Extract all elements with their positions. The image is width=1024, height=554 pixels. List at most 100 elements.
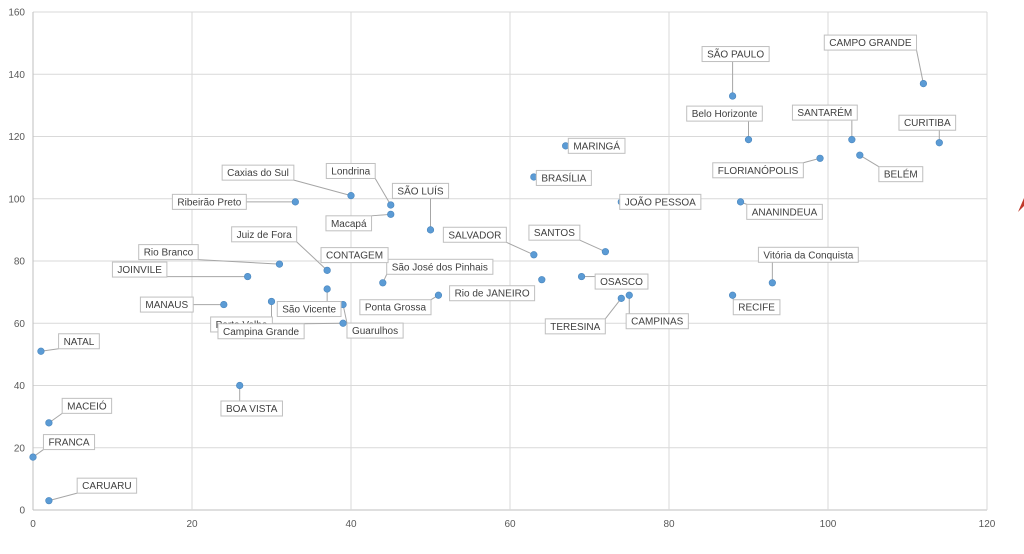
data-point [816,154,824,162]
data-point [339,319,347,327]
y-tick-label: 140 [8,70,25,81]
point-label-box [746,203,823,220]
point-label: Rio de JANEIRO [455,289,530,300]
y-tick-label: 100 [8,194,25,205]
point-label: São Vicente [282,305,336,316]
point-label-box [823,34,918,51]
point-label-box [449,285,536,302]
point-label: BRASÍLIA [541,171,586,184]
point-label: Juiz de Fora [237,230,292,241]
point-label: Belo Horizonte [692,109,758,120]
data-point [768,279,776,287]
point-label-box [528,224,581,241]
data-point [601,248,610,256]
x-tick-label: 40 [345,519,357,530]
data-point [379,279,387,287]
label-leader-line [579,239,606,253]
point-label-box [619,193,702,210]
y-tick-label: 120 [8,132,25,143]
point-label-box [757,246,859,263]
point-label-box [878,166,924,183]
point-label: SALVADOR [448,230,501,241]
point-label-box [325,215,373,232]
point-label: SÃO LUÍS [397,184,443,197]
point-label: CURITIBA [904,118,951,129]
point-label: MACEIÓ [67,399,107,412]
point-label: MANAUS [145,300,188,311]
data-point [45,497,53,505]
x-tick-label: 120 [979,519,996,530]
x-tick-label: 20 [186,519,198,530]
data-point [856,151,864,159]
point-label: JOÃO PESSOA [625,195,696,208]
y-tick-label: 40 [14,381,26,392]
data-point [45,419,53,427]
data-point [347,192,355,200]
point-label-box [171,193,247,210]
data-point [244,272,252,281]
point-label-box [346,322,404,339]
point-label-box [320,247,389,264]
point-label-box [231,226,298,243]
point-label: Rio Branco [144,248,194,259]
point-label-box [58,333,100,350]
point-label-box [220,400,283,417]
point-label: São José dos Pinhais [392,262,488,273]
point-label-box [217,323,305,340]
x-tick-label: 100 [820,519,837,530]
point-label: SANTOS [534,228,575,239]
data-point [736,198,745,206]
data-point [434,291,443,299]
point-label-box [544,318,606,335]
y-tick-label: 80 [14,257,26,268]
data-point [387,201,395,209]
point-label-box [139,296,194,313]
data-point [617,294,625,302]
data-labels: NATAL MACEIÓ FRANCA CARUARU MANAUS BOA VISTA J… [42,34,957,494]
point-label-box [442,226,507,243]
label-leader-line [198,259,280,265]
data-point [530,251,538,259]
data-point [275,260,284,268]
x-tick-label: 60 [504,519,516,530]
point-label-box [391,182,450,199]
point-label: OSASCO [600,277,643,288]
point-label-box [732,299,781,316]
point-label: Ponta Grossa [365,303,427,314]
data-point [919,79,928,88]
point-label-box [76,477,138,494]
label-leader-lines [32,49,940,502]
data-point [387,210,395,218]
label-leader-line [604,298,622,320]
point-label-box [61,397,113,414]
point-label-box [221,164,295,181]
data-point [538,276,546,284]
data-point [267,297,276,306]
point-label-box [386,258,494,275]
point-label: CAMPO GRANDE [829,38,912,49]
data-point [728,291,737,299]
point-label: Ribeirão Preto [177,197,241,208]
data-point [577,272,586,281]
data-point [37,347,45,355]
data-point [291,198,299,206]
data-point [220,300,228,309]
point-label: CONTAGEM [326,251,383,262]
data-point [29,453,37,461]
point-label: BELÉM [884,168,918,181]
data-point [323,266,331,274]
point-label-box [535,169,592,186]
data-point [744,136,753,144]
point-label: RECIFE [738,303,775,314]
y-tick-label: 160 [8,8,25,19]
point-label-box [686,105,763,122]
label-leader-line [296,241,328,271]
label-leader-line [304,322,344,325]
label-leader-line [374,178,392,206]
label-leader-line [48,492,78,502]
y-tick-label: 60 [14,319,26,330]
point-label: Macapá [331,219,367,230]
point-label-box [625,313,689,330]
data-point [625,291,633,299]
